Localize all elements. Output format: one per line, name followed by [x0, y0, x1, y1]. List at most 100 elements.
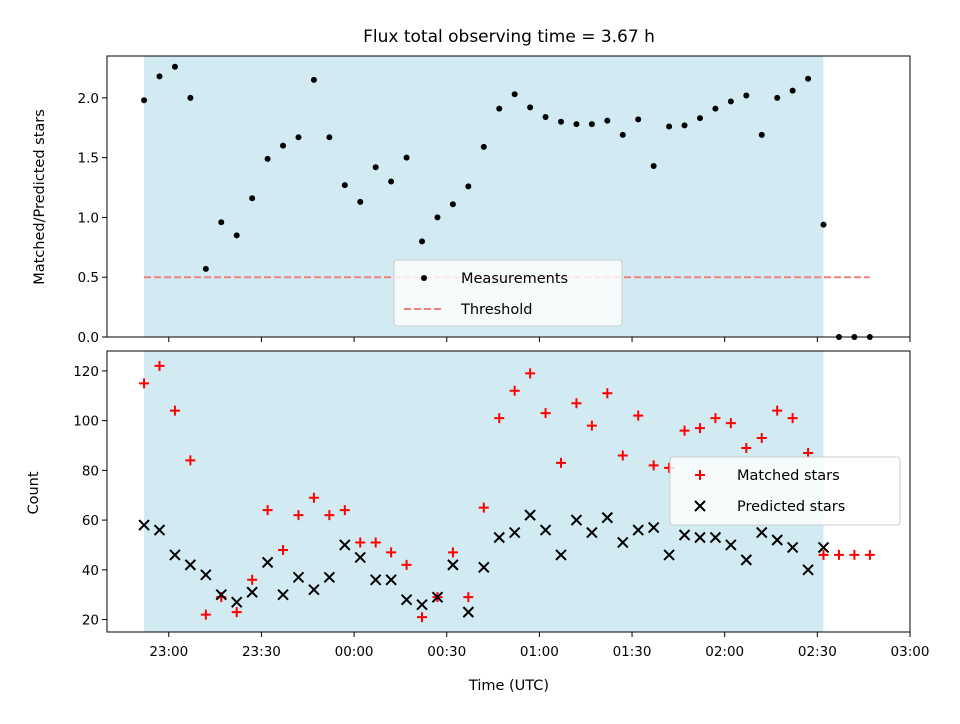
bottom-series-matched-stars-point [540, 408, 551, 419]
bottom-series-predicted-stars-point [215, 588, 227, 601]
bottom-series-predicted-stars-point [756, 526, 768, 539]
bottom-legend-marker-matched-stars [695, 470, 705, 480]
bottom-series-predicted-stars-point [261, 556, 274, 569]
top-series-measurements-point [558, 118, 565, 125]
bottom-series-matched-stars-point [463, 592, 474, 603]
top-legend-label: Threshold [460, 302, 532, 318]
top-series-measurements-point [449, 201, 456, 208]
top-series-measurements-point [218, 219, 225, 226]
top-series-measurements-point [758, 131, 765, 138]
bottom-series-matched-stars-point [401, 559, 412, 570]
bottom-series-predicted-stars-point [246, 586, 258, 598]
bottom-series-predicted-stars-point [817, 541, 830, 554]
bottom-series-matched-stars-point [200, 609, 211, 620]
bottom-series-matched-stars-point [679, 425, 690, 436]
bottom-series-predicted-stars-point [632, 524, 644, 536]
bottom-y-tick-label: 40 [82, 563, 99, 579]
bottom-series-matched-stars-point [494, 413, 505, 424]
bottom-series-predicted-stars-point [601, 511, 614, 524]
bottom-series-matched-stars-point [525, 368, 536, 379]
bottom-series-predicted-stars-point [493, 531, 505, 544]
top-y-tick-label: 1.5 [78, 151, 99, 167]
x-axis-label: Time (UTC) [468, 678, 549, 694]
bottom-series-matched-stars-point [247, 574, 258, 585]
bottom-series-matched-stars-point [386, 547, 397, 558]
bottom-series-matched-stars-point [741, 442, 752, 453]
bottom-legend-box [669, 456, 901, 526]
bottom-series-predicted-stars-point [138, 519, 150, 531]
bottom-x-tick-label: 02:00 [705, 644, 744, 660]
top-series-measurements-point [573, 121, 580, 128]
bottom-series-matched-stars-point [355, 537, 366, 548]
bottom-series-matched-stars-point [478, 502, 489, 513]
top-series-measurements-point [372, 164, 379, 171]
bottom-plot-frame [106, 350, 911, 633]
bottom-series-matched-stars-point [169, 405, 180, 416]
bottom-legend-marker-predicted-stars [694, 500, 706, 512]
bottom-series-predicted-stars-point [400, 593, 413, 606]
bottom-series-predicted-stars-point [740, 554, 753, 566]
top-series-measurements-point [341, 182, 348, 189]
top-series-measurements-point [295, 134, 302, 141]
bottom-series-matched-stars-point [324, 510, 335, 521]
bottom-y-axis-label: Count [26, 471, 42, 514]
top-y-tick-label: 0.5 [78, 270, 99, 286]
top-series-measurements-point [496, 105, 503, 112]
bottom-series-matched-stars-point [756, 433, 767, 444]
bottom-series-predicted-stars-point [802, 564, 814, 576]
chart-title: Flux total observing time = 3.67 h [363, 27, 655, 47]
bottom-x-tick-label: 01:30 [613, 644, 652, 660]
top-panel-ratio: 0.0 0.5 1.0 1.5 2.0 Measurements Threshold [78, 55, 911, 346]
top-series-measurements-point [527, 104, 534, 111]
bottom-series-predicted-stars-point [292, 571, 305, 583]
bottom-y-tick-label: 60 [82, 513, 99, 529]
top-series-measurements-point [511, 91, 518, 98]
bottom-series-predicted-stars-point [508, 526, 521, 539]
bottom-series-predicted-stars-point [462, 606, 475, 618]
top-series-measurements-point [635, 116, 642, 123]
bottom-series-predicted-stars-point [709, 531, 722, 544]
bottom-x-tick-label: 23:00 [149, 644, 188, 660]
bottom-series-matched-stars-point [787, 413, 798, 424]
bottom-series-matched-stars-point [509, 385, 520, 396]
bottom-series-matched-stars-point [602, 388, 613, 399]
bottom-series-matched-stars-point [586, 420, 597, 431]
top-series-measurements-point [604, 117, 611, 124]
top-series-measurements-point [681, 122, 688, 129]
bottom-series-matched-stars-point [725, 418, 736, 429]
bottom-series-matched-stars-point [308, 492, 319, 503]
bottom-series-matched-stars-point [154, 360, 165, 371]
top-y-tick-label: 1.0 [78, 210, 99, 226]
top-series-measurements-point [820, 221, 827, 228]
top-series-measurements-point [357, 198, 364, 205]
top-series-measurements-point [326, 134, 333, 141]
bottom-legend-label: Predicted stars [737, 499, 845, 515]
bottom-series-predicted-stars-point [231, 596, 243, 608]
bottom-series-predicted-stars-point [431, 591, 444, 603]
top-series-measurements-point [264, 155, 271, 162]
top-series-measurements-point [588, 121, 595, 128]
bottom-series-matched-stars-point [139, 378, 150, 389]
top-series-measurements-point [419, 238, 426, 245]
bottom-series-predicted-stars-point [416, 598, 428, 611]
bottom-series-matched-stars-point [818, 549, 829, 560]
bottom-series-predicted-stars-point [570, 514, 583, 526]
bottom-series-matched-stars-point [185, 455, 196, 466]
top-series-measurements-point [743, 92, 750, 99]
bottom-series-matched-stars-point [231, 607, 242, 618]
top-y-tick-label: 0.0 [78, 330, 99, 346]
bottom-series-matched-stars-point [278, 544, 289, 555]
top-series-measurements-point [805, 75, 812, 82]
bottom-y-tick-label: 120 [73, 364, 99, 380]
top-series-measurements-point [187, 94, 194, 101]
bottom-series-matched-stars-point [447, 547, 458, 558]
bottom-x-tick-label: 01:00 [520, 644, 559, 660]
top-plot-frame [106, 55, 911, 338]
top-series-measurements-point [480, 143, 487, 150]
bottom-series-predicted-stars-point [354, 551, 366, 564]
bottom-y-tick-label: 20 [82, 613, 99, 629]
top-series-measurements-point [171, 63, 178, 70]
bottom-series-matched-stars-point [648, 460, 659, 471]
top-series-measurements-point [403, 154, 410, 161]
